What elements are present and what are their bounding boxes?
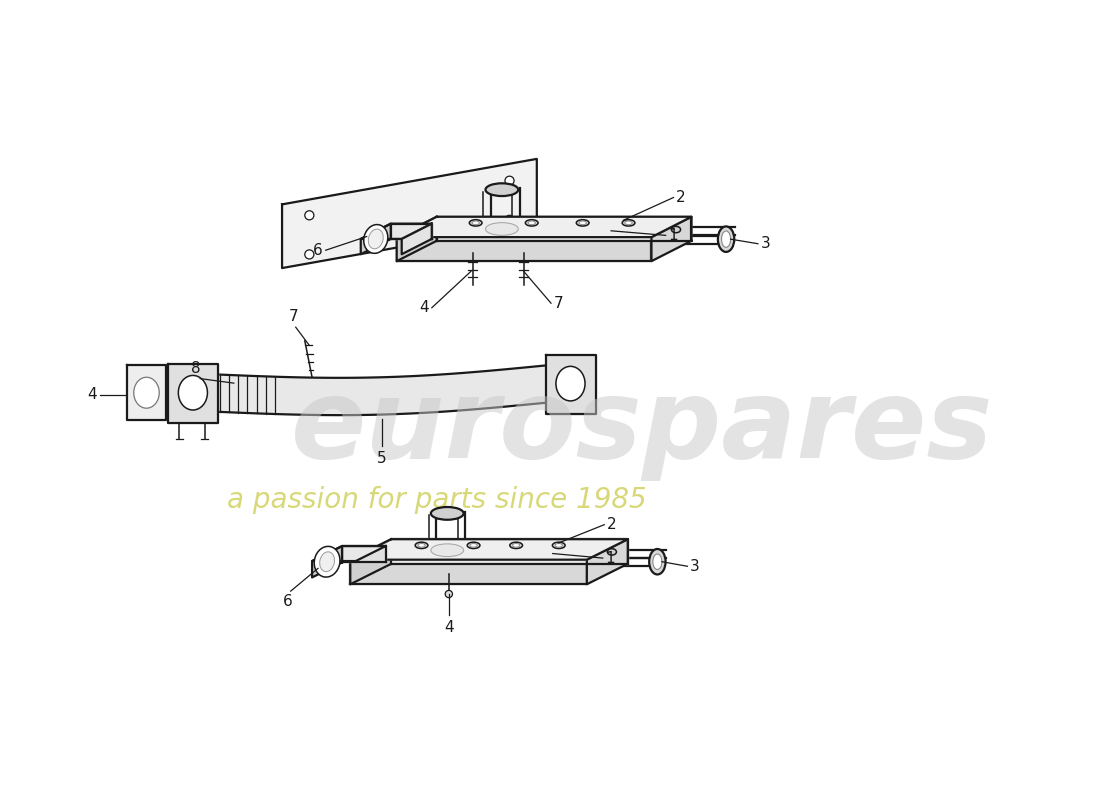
Ellipse shape: [722, 231, 730, 247]
Text: 8: 8: [190, 361, 200, 376]
Ellipse shape: [625, 221, 632, 225]
Ellipse shape: [579, 221, 586, 225]
Polygon shape: [350, 539, 392, 584]
Ellipse shape: [305, 250, 314, 259]
Ellipse shape: [178, 375, 208, 410]
Polygon shape: [312, 546, 342, 578]
Ellipse shape: [431, 544, 463, 557]
Ellipse shape: [623, 220, 635, 226]
Polygon shape: [397, 237, 651, 261]
Ellipse shape: [505, 176, 514, 186]
Ellipse shape: [415, 542, 428, 549]
Text: 6: 6: [314, 242, 323, 258]
Ellipse shape: [552, 542, 565, 549]
Text: 5: 5: [377, 451, 387, 466]
Ellipse shape: [607, 549, 616, 555]
Ellipse shape: [509, 542, 522, 549]
Polygon shape: [397, 217, 692, 237]
Text: 3: 3: [760, 236, 770, 251]
Polygon shape: [282, 159, 537, 268]
Text: 6: 6: [283, 594, 293, 609]
Ellipse shape: [576, 220, 588, 226]
Text: eurospares: eurospares: [292, 374, 993, 481]
Polygon shape: [397, 217, 437, 261]
Ellipse shape: [513, 543, 520, 547]
Ellipse shape: [468, 542, 480, 549]
Polygon shape: [350, 539, 628, 560]
Polygon shape: [392, 539, 628, 564]
Ellipse shape: [485, 183, 518, 196]
Polygon shape: [219, 366, 546, 415]
Ellipse shape: [431, 507, 463, 520]
Ellipse shape: [526, 220, 538, 226]
Ellipse shape: [505, 215, 514, 224]
Polygon shape: [437, 217, 692, 241]
Text: 7: 7: [553, 296, 563, 310]
Text: 2: 2: [607, 517, 617, 532]
Polygon shape: [361, 224, 390, 254]
Polygon shape: [128, 366, 166, 420]
Polygon shape: [651, 217, 692, 261]
Ellipse shape: [718, 226, 735, 252]
Ellipse shape: [364, 225, 388, 254]
Ellipse shape: [485, 222, 518, 235]
Text: 1: 1: [605, 550, 615, 566]
Ellipse shape: [368, 229, 383, 249]
Ellipse shape: [305, 210, 314, 220]
Ellipse shape: [649, 549, 666, 574]
Ellipse shape: [446, 590, 452, 598]
Ellipse shape: [472, 221, 480, 225]
Text: 4: 4: [444, 619, 453, 634]
Ellipse shape: [470, 220, 482, 226]
Polygon shape: [168, 364, 219, 422]
Text: 4: 4: [419, 300, 429, 315]
Text: 4: 4: [88, 387, 98, 402]
Text: a passion for parts since 1985: a passion for parts since 1985: [227, 486, 647, 514]
Ellipse shape: [134, 378, 159, 408]
Ellipse shape: [418, 543, 426, 547]
Ellipse shape: [556, 366, 585, 401]
Polygon shape: [390, 224, 431, 239]
Polygon shape: [342, 546, 386, 562]
Polygon shape: [312, 546, 386, 561]
Text: 7: 7: [289, 310, 299, 325]
Text: 3: 3: [690, 558, 700, 574]
Polygon shape: [361, 224, 431, 239]
Ellipse shape: [470, 543, 477, 547]
Polygon shape: [350, 560, 587, 584]
Ellipse shape: [671, 226, 681, 233]
Text: 1: 1: [669, 228, 678, 243]
Polygon shape: [546, 354, 596, 414]
Text: 2: 2: [676, 190, 685, 205]
Polygon shape: [587, 539, 628, 584]
Polygon shape: [402, 224, 431, 254]
Ellipse shape: [320, 552, 334, 572]
Ellipse shape: [556, 543, 562, 547]
Ellipse shape: [315, 546, 340, 577]
Ellipse shape: [652, 554, 662, 570]
Ellipse shape: [528, 221, 536, 225]
